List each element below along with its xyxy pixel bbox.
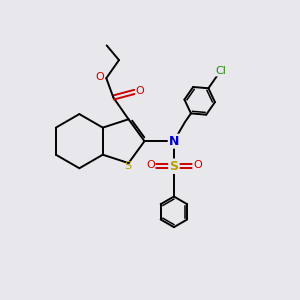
Text: S: S bbox=[169, 160, 178, 173]
Text: O: O bbox=[95, 72, 104, 82]
Text: O: O bbox=[136, 86, 144, 96]
Text: Cl: Cl bbox=[215, 66, 226, 76]
Text: O: O bbox=[193, 160, 202, 170]
Text: N: N bbox=[169, 135, 179, 148]
Text: O: O bbox=[146, 160, 155, 170]
Text: S: S bbox=[124, 161, 131, 171]
